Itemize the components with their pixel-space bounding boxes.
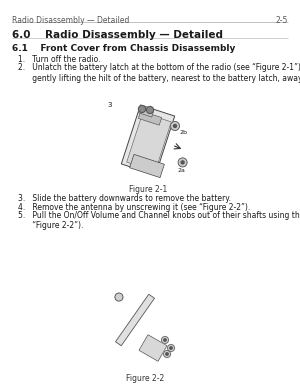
Circle shape (164, 339, 166, 341)
Text: 2a: 2a (177, 168, 185, 173)
Text: Radio Disassembly — Detailed: Radio Disassembly — Detailed (12, 16, 129, 25)
Circle shape (167, 345, 175, 352)
Text: 6.0    Radio Disassembly — Detailed: 6.0 Radio Disassembly — Detailed (12, 30, 223, 40)
Polygon shape (116, 294, 154, 346)
Text: 3: 3 (108, 102, 112, 108)
Polygon shape (121, 105, 175, 175)
Circle shape (166, 353, 168, 355)
Text: 2-5: 2-5 (276, 16, 288, 25)
Circle shape (146, 106, 154, 114)
Polygon shape (130, 154, 164, 178)
Circle shape (181, 161, 184, 164)
Polygon shape (139, 335, 167, 361)
Circle shape (115, 293, 123, 301)
Polygon shape (127, 113, 171, 171)
Text: 4.   Remove the antenna by unscrewing it (see “Figure 2-2”).: 4. Remove the antenna by unscrewing it (… (18, 203, 250, 211)
Circle shape (173, 125, 176, 128)
Text: 1.   Turn off the radio.: 1. Turn off the radio. (18, 55, 100, 64)
Polygon shape (138, 111, 162, 125)
Text: Figure 2-1: Figure 2-1 (129, 185, 167, 194)
Text: 2.   Unlatch the battery latch at the bottom of the radio (see “Figure 2-1”). Re: 2. Unlatch the battery latch at the bott… (18, 64, 300, 83)
Circle shape (139, 106, 145, 113)
Circle shape (170, 121, 179, 130)
Text: 5.   Pull the On/Off Volume and Channel knobs out of their shafts using the Chas: 5. Pull the On/Off Volume and Channel kn… (18, 211, 300, 230)
Circle shape (170, 347, 172, 349)
Text: Figure 2-2: Figure 2-2 (126, 374, 164, 383)
Text: 3.   Slide the battery downwards to remove the battery.: 3. Slide the battery downwards to remove… (18, 194, 231, 203)
Text: 6.1    Front Cover from Chassis Disassembly: 6.1 Front Cover from Chassis Disassembly (12, 44, 236, 53)
Circle shape (164, 350, 170, 357)
Circle shape (161, 336, 169, 343)
Circle shape (178, 158, 187, 167)
Polygon shape (138, 107, 154, 117)
Text: 2b: 2b (180, 130, 188, 135)
